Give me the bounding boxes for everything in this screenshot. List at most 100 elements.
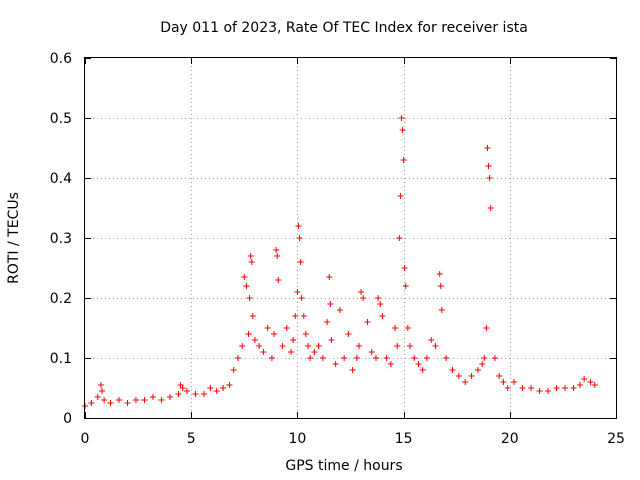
data-point: [248, 259, 255, 265]
data-point: [368, 349, 375, 355]
data-point: [428, 337, 435, 343]
data-point: [251, 337, 258, 343]
data-point: [437, 283, 444, 289]
data-point: [327, 301, 334, 307]
axis-ticks: [85, 58, 617, 419]
data-point: [443, 355, 450, 361]
data-point: [423, 355, 430, 361]
data-point: [324, 319, 331, 325]
data-point: [264, 325, 271, 331]
data-point: [345, 331, 352, 337]
data-point: [355, 343, 362, 349]
data-point: [485, 163, 492, 169]
data-point: [438, 307, 445, 313]
data-point: [360, 295, 367, 301]
data-point: [207, 385, 214, 391]
data-point: [247, 253, 254, 259]
data-point: [397, 193, 404, 199]
data-point: [124, 400, 131, 406]
data-point: [411, 355, 418, 361]
y-tick-labels: 0 0.1 0.2 0.3 0.4 0.5 0.6: [50, 51, 72, 427]
data-point: [260, 349, 267, 355]
data-point: [587, 379, 594, 385]
data-point: [398, 115, 405, 121]
data-point: [271, 331, 278, 337]
data-point: [511, 379, 518, 385]
data-point: [383, 355, 390, 361]
data-point: [288, 349, 295, 355]
x-tick-label: 5: [187, 431, 196, 447]
x-tick-label: 20: [501, 431, 519, 447]
data-point: [504, 385, 511, 391]
data-point: [326, 274, 333, 280]
grid: [85, 58, 616, 418]
data-point: [372, 355, 379, 361]
data-point: [591, 382, 598, 388]
plot-frame: [84, 57, 617, 419]
data-point: [462, 379, 469, 385]
data-point: [295, 223, 302, 229]
data-point: [141, 397, 148, 403]
data-point: [226, 382, 233, 388]
data-point: [192, 391, 199, 397]
data-point: [496, 373, 503, 379]
data-point: [243, 283, 250, 289]
x-tick-label: 10: [288, 431, 306, 447]
data-point: [576, 382, 583, 388]
data-point: [294, 289, 301, 295]
data-point: [234, 355, 241, 361]
y-tick-label: 0.6: [50, 51, 72, 67]
y-tick-label: 0.4: [50, 171, 72, 187]
data-point: [94, 394, 101, 400]
data-point: [149, 394, 156, 400]
data-point: [98, 388, 105, 394]
data-point: [519, 385, 526, 391]
data-point: [377, 301, 384, 307]
data-point: [436, 271, 443, 277]
data-points: [82, 115, 598, 409]
data-point: [220, 385, 227, 391]
data-point: [200, 391, 207, 397]
data-point: [249, 313, 256, 319]
data-point: [332, 361, 339, 367]
data-point: [449, 367, 456, 373]
y-tick-label: 0.2: [50, 291, 72, 307]
y-tick-label: 0: [63, 411, 72, 427]
data-point: [399, 127, 406, 133]
data-point: [239, 343, 246, 349]
data-point: [404, 325, 411, 331]
x-tick-label: 25: [607, 431, 625, 447]
data-point: [455, 373, 462, 379]
data-point: [468, 373, 475, 379]
data-point: [392, 325, 399, 331]
chart-title: Day 011 of 2023, Rate Of TEC Index for r…: [160, 20, 528, 36]
data-point: [570, 385, 577, 391]
data-point: [486, 175, 493, 181]
data-point: [132, 397, 139, 403]
data-point: [479, 361, 486, 367]
data-point: [401, 265, 408, 271]
data-point: [283, 325, 290, 331]
data-point: [292, 313, 299, 319]
data-point: [245, 331, 252, 337]
y-tick-label: 0.3: [50, 231, 72, 247]
data-point: [474, 367, 481, 373]
data-point: [273, 247, 280, 253]
data-point: [483, 325, 490, 331]
data-point: [311, 349, 318, 355]
data-point: [166, 394, 173, 400]
data-point: [419, 367, 426, 373]
data-point: [491, 355, 498, 361]
data-point: [402, 283, 409, 289]
data-point: [349, 367, 356, 373]
data-point: [183, 388, 190, 394]
data-point: [115, 397, 122, 403]
data-point: [406, 343, 413, 349]
data-point: [581, 376, 588, 382]
data-point: [432, 343, 439, 349]
data-point: [88, 400, 95, 406]
data-point: [415, 361, 422, 367]
data-point: [296, 235, 303, 241]
data-point: [394, 343, 401, 349]
